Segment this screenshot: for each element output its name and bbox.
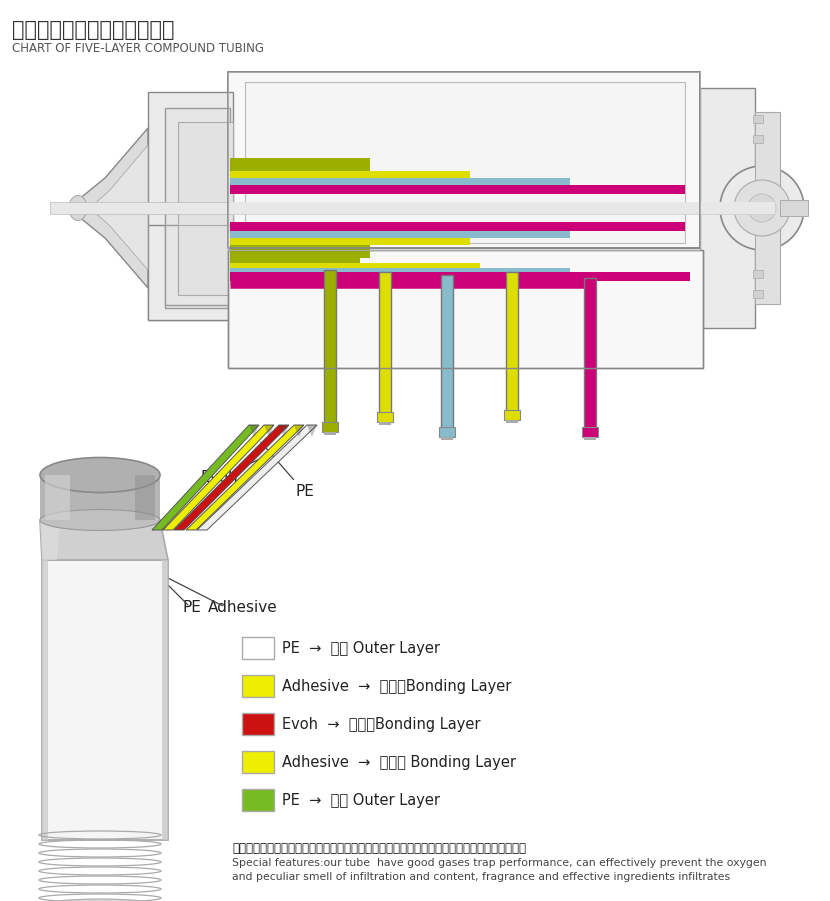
Bar [242, 675, 274, 697]
Bar [700, 88, 755, 328]
Ellipse shape [43, 899, 157, 901]
Bar [504, 410, 520, 420]
Bar [230, 268, 570, 278]
Text: Adhesive  →  粘合层Bonding Layer: Adhesive → 粘合层Bonding Layer [282, 679, 511, 695]
Bar [441, 275, 453, 435]
Bar [228, 72, 700, 250]
Polygon shape [174, 425, 289, 530]
Circle shape [734, 180, 790, 236]
Text: PE: PE [182, 600, 201, 615]
Text: Evoh: Evoh [200, 451, 276, 486]
Polygon shape [279, 425, 289, 437]
Bar [242, 751, 274, 773]
Bar [506, 272, 518, 418]
Text: Adhesive  →  粘合层 Bonding Layer: Adhesive → 粘合层 Bonding Layer [282, 756, 516, 770]
Bar [242, 637, 274, 659]
Bar [506, 420, 518, 423]
Text: Adhesive: Adhesive [208, 600, 278, 615]
Bar [228, 250, 703, 368]
Ellipse shape [40, 458, 160, 493]
Bar [148, 225, 233, 320]
Text: 特点：具有良好的气体阻隔性能，能有效防止氧气和异味的渗入及内容特香味和有效成份渗出。: 特点：具有良好的气体阻隔性能，能有效防止氧气和异味的渗入及内容特香味和有效成份渗… [232, 842, 526, 855]
Polygon shape [294, 425, 304, 437]
Bar [377, 412, 393, 422]
Bar [230, 158, 370, 178]
Bar [230, 263, 480, 275]
Text: and peculiar smell of infiltration and content, fragrance and effective ingredie: and peculiar smell of infiltration and c… [232, 872, 730, 882]
Circle shape [748, 194, 776, 222]
Bar [230, 252, 360, 270]
Bar [753, 270, 763, 278]
Polygon shape [78, 128, 148, 288]
Bar [42, 560, 168, 840]
Bar [753, 290, 763, 298]
Bar [230, 238, 370, 258]
Bar [230, 202, 775, 214]
Bar [439, 427, 455, 437]
Polygon shape [163, 425, 274, 530]
Polygon shape [186, 425, 304, 530]
Polygon shape [197, 425, 317, 530]
Bar [755, 112, 780, 304]
Bar [40, 475, 160, 520]
Bar [178, 122, 233, 294]
Bar [584, 278, 596, 435]
Bar [228, 250, 703, 368]
Polygon shape [152, 425, 259, 530]
Bar [178, 225, 233, 295]
Polygon shape [249, 425, 259, 437]
Bar [148, 92, 233, 320]
Bar [242, 789, 274, 811]
Polygon shape [307, 425, 317, 437]
Text: PE: PE [261, 442, 314, 499]
Bar [230, 226, 570, 238]
Bar [324, 270, 336, 430]
Bar [379, 422, 391, 425]
Bar [242, 713, 274, 735]
Bar [228, 72, 700, 248]
Bar [584, 437, 596, 440]
Bar [753, 115, 763, 123]
Bar [753, 135, 763, 143]
Text: PE  →  外层 Outer Layer: PE → 外层 Outer Layer [282, 642, 440, 657]
Bar [165, 108, 230, 308]
Bar [230, 171, 470, 185]
Bar [245, 82, 685, 243]
Bar [42, 560, 48, 840]
Bar [228, 72, 700, 248]
Polygon shape [264, 425, 274, 437]
Text: Special features:our tube  have good gases trap performance, can effectively pre: Special features:our tube have good gase… [232, 858, 766, 868]
Bar [441, 437, 453, 440]
Bar [230, 178, 570, 190]
Polygon shape [40, 520, 168, 560]
Bar [322, 422, 338, 432]
Bar [230, 231, 470, 245]
Text: 五层塑料复合软管结构示意图: 五层塑料复合软管结构示意图 [12, 20, 174, 40]
Bar [780, 200, 808, 216]
Ellipse shape [69, 196, 87, 221]
Text: PE  →  内层 Outer Layer: PE → 内层 Outer Layer [282, 794, 440, 808]
Bar [230, 272, 690, 281]
Bar [135, 475, 155, 520]
Polygon shape [90, 145, 148, 270]
Ellipse shape [40, 509, 160, 531]
Bar [162, 560, 168, 840]
Polygon shape [40, 520, 60, 560]
Bar [230, 222, 685, 231]
Bar [324, 432, 336, 435]
Bar [165, 225, 230, 305]
Bar [50, 202, 230, 214]
Circle shape [720, 166, 804, 250]
Bar [45, 475, 70, 520]
Bar [582, 427, 598, 437]
Text: Evoh  →  隔离层Bonding Layer: Evoh → 隔离层Bonding Layer [282, 717, 481, 733]
Text: CHART OF FIVE-LAYER COMPOUND TUBING: CHART OF FIVE-LAYER COMPOUND TUBING [12, 42, 264, 55]
Bar [379, 272, 391, 420]
Bar [230, 202, 775, 214]
Bar [230, 185, 685, 194]
